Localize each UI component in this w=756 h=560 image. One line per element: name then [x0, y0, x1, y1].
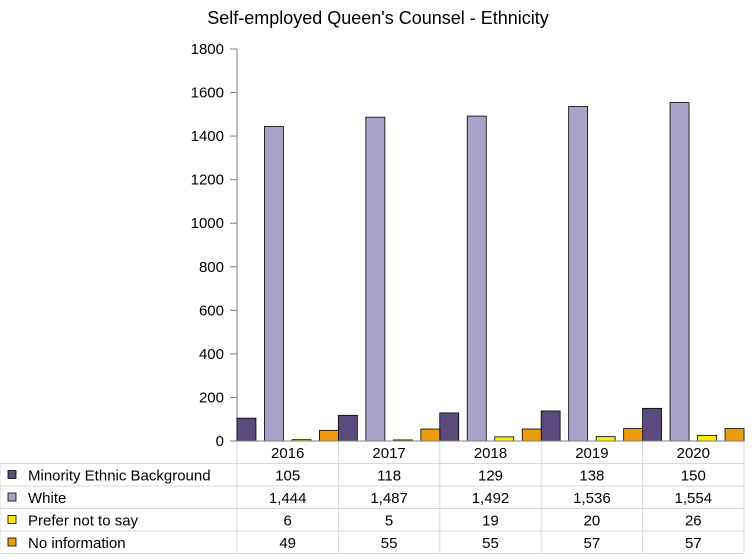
data-label: 57 — [584, 535, 601, 552]
bar — [623, 428, 644, 442]
x-category-label: 2018 — [474, 445, 507, 462]
y-tick-label: 1200 — [191, 172, 224, 189]
y-tick-label: 800 — [199, 259, 224, 276]
bar — [540, 410, 561, 442]
data-label: 20 — [584, 513, 601, 530]
y-tick-label: 0 — [216, 433, 224, 450]
x-category-label: 2020 — [677, 445, 710, 462]
y-tick-label: 1000 — [191, 215, 224, 232]
data-label: 118 — [377, 468, 401, 485]
data-label: 138 — [579, 468, 604, 485]
data-label: 26 — [685, 513, 702, 530]
y-tick-label: 200 — [199, 389, 224, 406]
bar — [420, 428, 441, 442]
data-label: 1,492 — [472, 490, 510, 507]
legend-swatch — [7, 492, 17, 502]
data-label: 150 — [681, 468, 706, 485]
bar — [365, 116, 386, 442]
data-label: 1,554 — [675, 490, 713, 507]
bar — [494, 436, 515, 442]
bar — [236, 417, 257, 442]
data-label: 105 — [275, 468, 300, 485]
y-tick-label: 1400 — [191, 128, 224, 145]
legend-swatch — [7, 537, 17, 547]
data-label: 55 — [482, 535, 499, 552]
data-label: 49 — [279, 535, 296, 552]
data-label: 129 — [478, 468, 503, 485]
x-category-label: 2017 — [372, 445, 405, 462]
data-label: 55 — [381, 535, 398, 552]
legend-label: White — [28, 490, 66, 507]
data-label: 6 — [284, 513, 292, 530]
bar — [337, 414, 358, 442]
bar — [439, 412, 460, 442]
y-tick-label: 1800 — [191, 41, 224, 58]
y-tick-label: 600 — [199, 302, 224, 319]
legend-label: Minority Ethnic Background — [28, 468, 211, 485]
bar — [697, 434, 717, 442]
bar — [264, 126, 284, 442]
data-label: 57 — [685, 535, 702, 552]
bar — [642, 407, 662, 442]
data-label: 1,444 — [269, 490, 307, 507]
bar — [319, 429, 339, 442]
chart-title: Self-employed Queen's Counsel - Ethnicit… — [207, 8, 549, 28]
x-category-label: 2019 — [575, 445, 608, 462]
y-tick-label: 1600 — [191, 85, 224, 102]
data-label: 1,536 — [573, 490, 611, 507]
data-label: 19 — [482, 513, 499, 530]
bar — [669, 102, 690, 442]
bar — [466, 115, 487, 442]
data-label: 5 — [385, 513, 393, 530]
bar — [724, 428, 745, 442]
x-category-label: 2016 — [271, 445, 304, 462]
bar — [568, 106, 589, 442]
y-tick-label: 400 — [199, 346, 224, 363]
legend-label: Prefer not to say — [28, 513, 139, 530]
bar — [521, 428, 542, 442]
legend-swatch — [7, 470, 17, 479]
data-label: 1,487 — [370, 490, 408, 507]
bar — [595, 436, 616, 442]
legend-swatch — [7, 515, 17, 524]
legend-label: No information — [28, 535, 126, 552]
